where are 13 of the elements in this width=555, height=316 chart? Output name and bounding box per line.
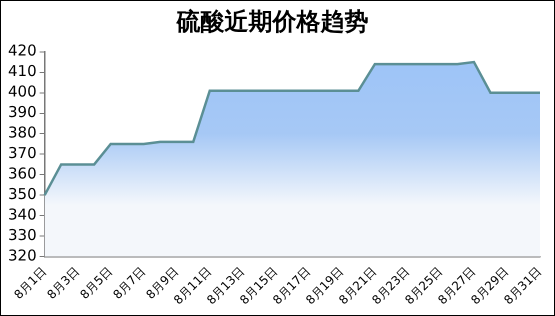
y-tick-label: 340 [8, 206, 37, 224]
x-tick-label: 8月1日 [11, 264, 49, 302]
y-tick-label: 420 [8, 42, 37, 60]
y-tick-label: 350 [8, 185, 37, 204]
y-tick-label: 370 [8, 144, 37, 162]
chart-title: 硫酸近期价格趋势 [176, 8, 368, 36]
y-tick-label: 380 [8, 124, 37, 142]
y-tick-label: 390 [8, 103, 37, 122]
y-tick-label: 410 [8, 62, 37, 80]
y-tick-label: 360 [8, 164, 37, 183]
y-tick-label: 400 [8, 82, 37, 101]
y-tick-label: 320 [8, 246, 37, 265]
y-tick-label: 330 [8, 226, 37, 244]
